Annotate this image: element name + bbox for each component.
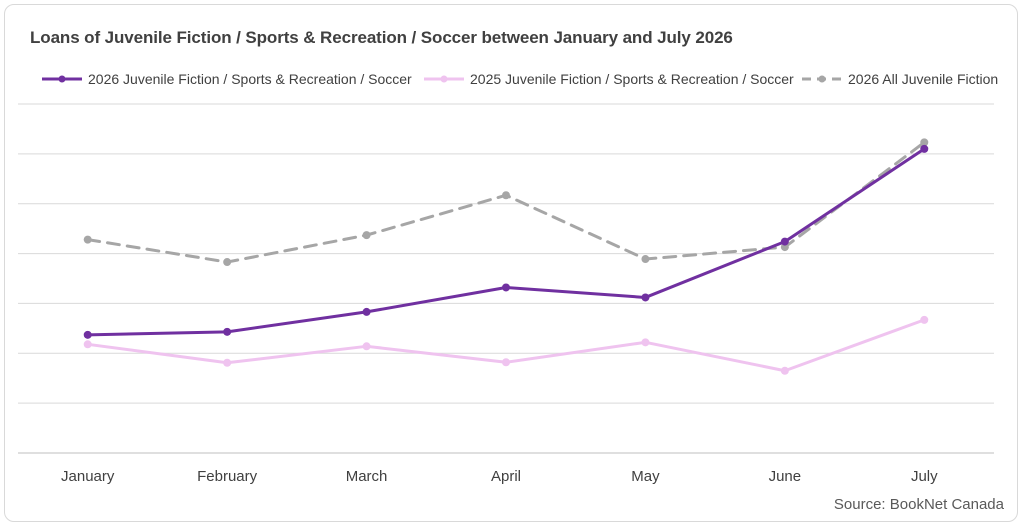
data-point-series-2 [920,315,929,324]
chart-card [4,4,1018,522]
data-point-series-1 [362,307,371,316]
data-point-series-2 [362,342,371,351]
data-point-series-2 [641,338,650,347]
x-tick-label: July [911,468,938,485]
series-line-1 [86,147,926,337]
source-note: Source: BookNet Canada [833,496,1004,513]
chart-title: Loans of Juvenile Fiction / Sports & Rec… [30,28,733,47]
legend-item-series-2: 2025 Juvenile Fiction / Sports & Recreat… [422,68,794,90]
x-tick-label: January [61,468,115,485]
data-point-series-3 [223,258,232,267]
x-tick-label: March [346,468,388,485]
legend-label-series-2: 2025 Juvenile Fiction / Sports & Recreat… [470,71,794,87]
x-tick-label: June [769,468,802,485]
data-point-series-2 [223,358,232,367]
legend-swatch-series-3 [802,75,842,83]
legend-label-series-3: 2026 All Juvenile Fiction [848,71,999,87]
legend-label-series-1: 2026 Juvenile Fiction / Sports & Recreat… [88,71,412,87]
data-point-series-3 [641,255,650,264]
data-point-series-1 [641,293,650,302]
data-point-series-3 [83,235,92,244]
data-point-series-2 [83,340,92,349]
data-point-series-3 [362,231,371,240]
data-point-series-1 [920,144,929,153]
data-point-series-1 [83,330,92,339]
data-point-series-2 [502,358,510,367]
x-tick-label: May [631,468,660,485]
data-point-series-1 [780,237,789,246]
legend-swatch-series-1 [42,75,82,83]
data-point-series-3 [920,138,929,147]
data-point-series-1 [223,327,232,336]
data-point-series-1 [502,283,510,292]
legend: 2026 Juvenile Fiction / Sports & Recreat… [0,68,1024,90]
x-tick-label: February [197,468,258,485]
data-point-series-2 [780,366,789,375]
series-line-3 [86,140,926,264]
legend-item-series-1: 2026 Juvenile Fiction / Sports & Recreat… [40,68,412,90]
x-tick-label: April [491,468,521,485]
data-point-series-3 [502,191,510,200]
legend-item-series-3: 2026 All Juvenile Fiction [800,68,998,90]
data-point-series-3 [780,243,789,252]
legend-swatch-series-2 [424,75,464,83]
